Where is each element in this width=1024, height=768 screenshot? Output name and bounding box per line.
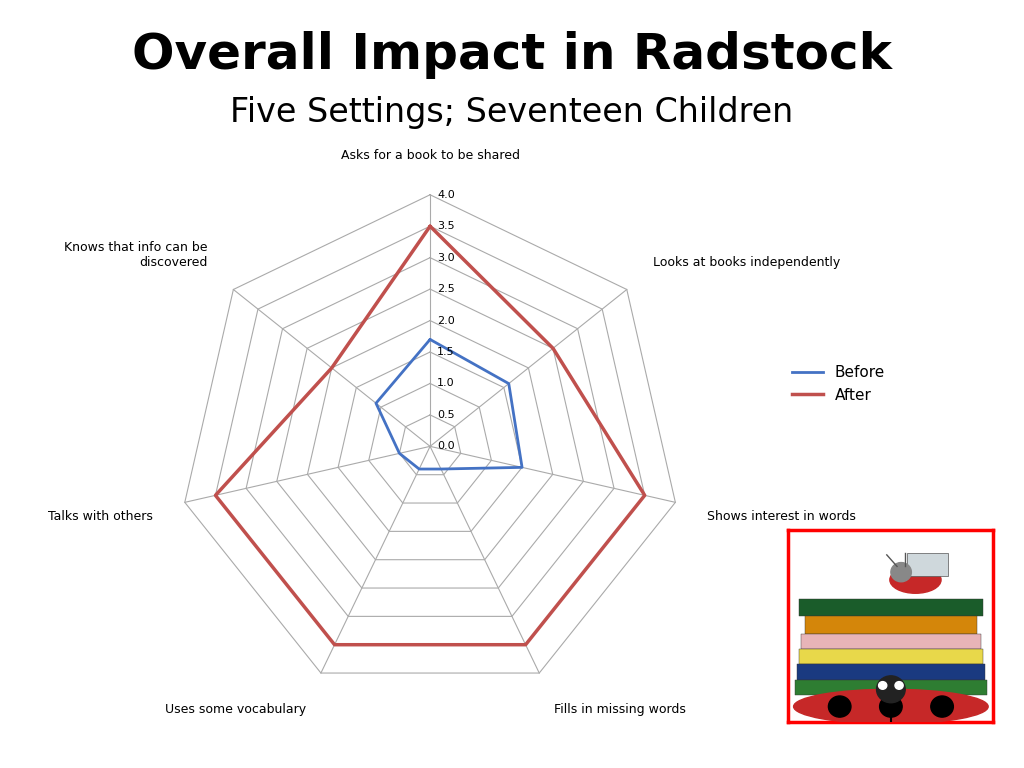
Ellipse shape bbox=[794, 690, 988, 723]
Text: 1.0: 1.0 bbox=[437, 379, 455, 389]
Circle shape bbox=[879, 682, 887, 690]
Bar bbox=[797, 664, 985, 680]
Text: Talks with others: Talks with others bbox=[48, 510, 153, 523]
Text: Shows interest in words: Shows interest in words bbox=[708, 510, 856, 523]
Bar bbox=[805, 616, 977, 634]
Bar bbox=[801, 634, 981, 649]
Text: 4.0: 4.0 bbox=[437, 190, 455, 200]
Text: 2.5: 2.5 bbox=[437, 284, 455, 294]
Circle shape bbox=[895, 682, 903, 690]
Text: 3.0: 3.0 bbox=[437, 253, 455, 263]
Legend: Before, After: Before, After bbox=[785, 359, 891, 409]
Bar bbox=[795, 680, 987, 695]
Text: Overall Impact in Radstock: Overall Impact in Radstock bbox=[132, 31, 892, 79]
Text: 1.5: 1.5 bbox=[437, 347, 455, 357]
Text: 0.5: 0.5 bbox=[437, 410, 455, 420]
Circle shape bbox=[891, 562, 911, 582]
Circle shape bbox=[877, 676, 905, 703]
Bar bbox=[907, 553, 948, 576]
Text: 3.5: 3.5 bbox=[437, 221, 455, 231]
Circle shape bbox=[880, 696, 902, 717]
Circle shape bbox=[931, 696, 953, 717]
Text: Asks for a book to be shared: Asks for a book to be shared bbox=[341, 149, 519, 162]
Text: 2.0: 2.0 bbox=[437, 316, 455, 326]
Text: Uses some vocabulary: Uses some vocabulary bbox=[166, 703, 306, 716]
Text: Knows that info can be discovered: Knows that info can be discovered bbox=[65, 241, 208, 269]
Text: 0.0: 0.0 bbox=[437, 442, 455, 452]
Bar bbox=[799, 649, 983, 664]
Text: Fills in missing words: Fills in missing words bbox=[554, 703, 685, 716]
Circle shape bbox=[828, 696, 851, 717]
Text: Five Settings; Seventeen Children: Five Settings; Seventeen Children bbox=[230, 96, 794, 129]
Text: Looks at books independently: Looks at books independently bbox=[652, 256, 840, 269]
Bar bbox=[799, 599, 983, 616]
Ellipse shape bbox=[890, 567, 941, 594]
